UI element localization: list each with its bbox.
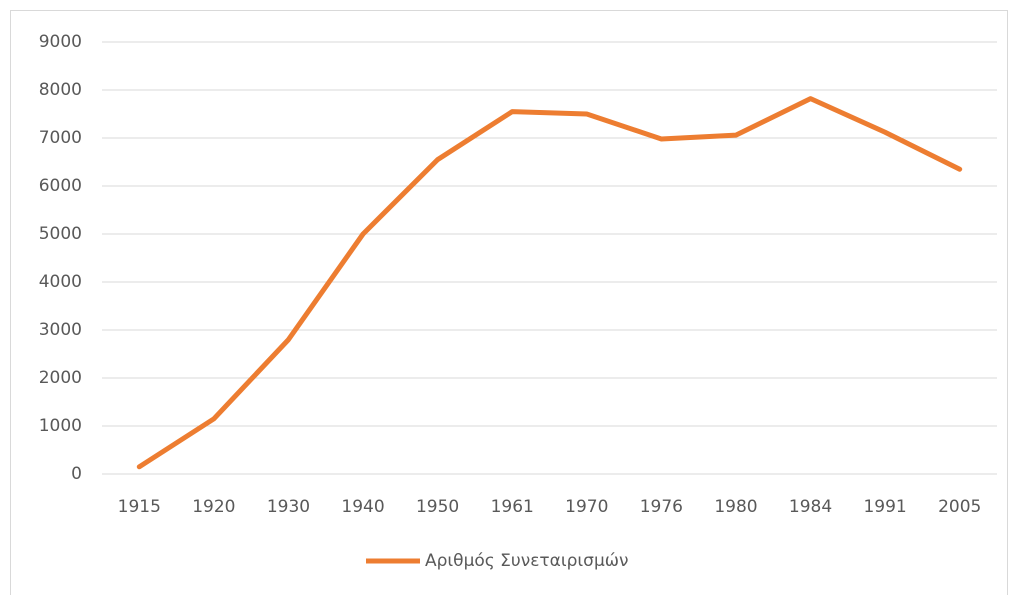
x-tick-label: 1940	[341, 497, 384, 517]
y-tick-label: 0	[71, 464, 82, 484]
legend-label: Αριθμός Συνεταιρισμών	[425, 551, 629, 571]
y-tick-label: 4000	[39, 272, 82, 292]
y-tick-label: 3000	[39, 320, 82, 340]
x-tick-label: 1970	[565, 497, 608, 517]
y-tick-label: 9000	[39, 32, 82, 52]
y-tick-label: 6000	[39, 176, 82, 196]
x-tick-label: 1920	[192, 497, 235, 517]
x-tick-label: 1991	[863, 497, 906, 517]
y-tick-label: 7000	[39, 128, 82, 148]
chart-border	[10, 10, 1008, 595]
y-tick-label: 8000	[39, 80, 82, 100]
y-tick-label: 2000	[39, 368, 82, 388]
x-tick-label: 1980	[714, 497, 757, 517]
x-tick-label: 1976	[640, 497, 683, 517]
x-tick-label: 1930	[267, 497, 310, 517]
x-tick-label: 1915	[118, 497, 161, 517]
x-tick-label: 1961	[491, 497, 534, 517]
data-line	[136, 96, 963, 470]
y-tick-label: 1000	[39, 416, 82, 436]
y-tick-label: 5000	[39, 224, 82, 244]
x-tick-label: 1984	[789, 497, 832, 517]
x-tick-label: 2005	[938, 497, 981, 517]
x-tick-label: 1950	[416, 497, 459, 517]
